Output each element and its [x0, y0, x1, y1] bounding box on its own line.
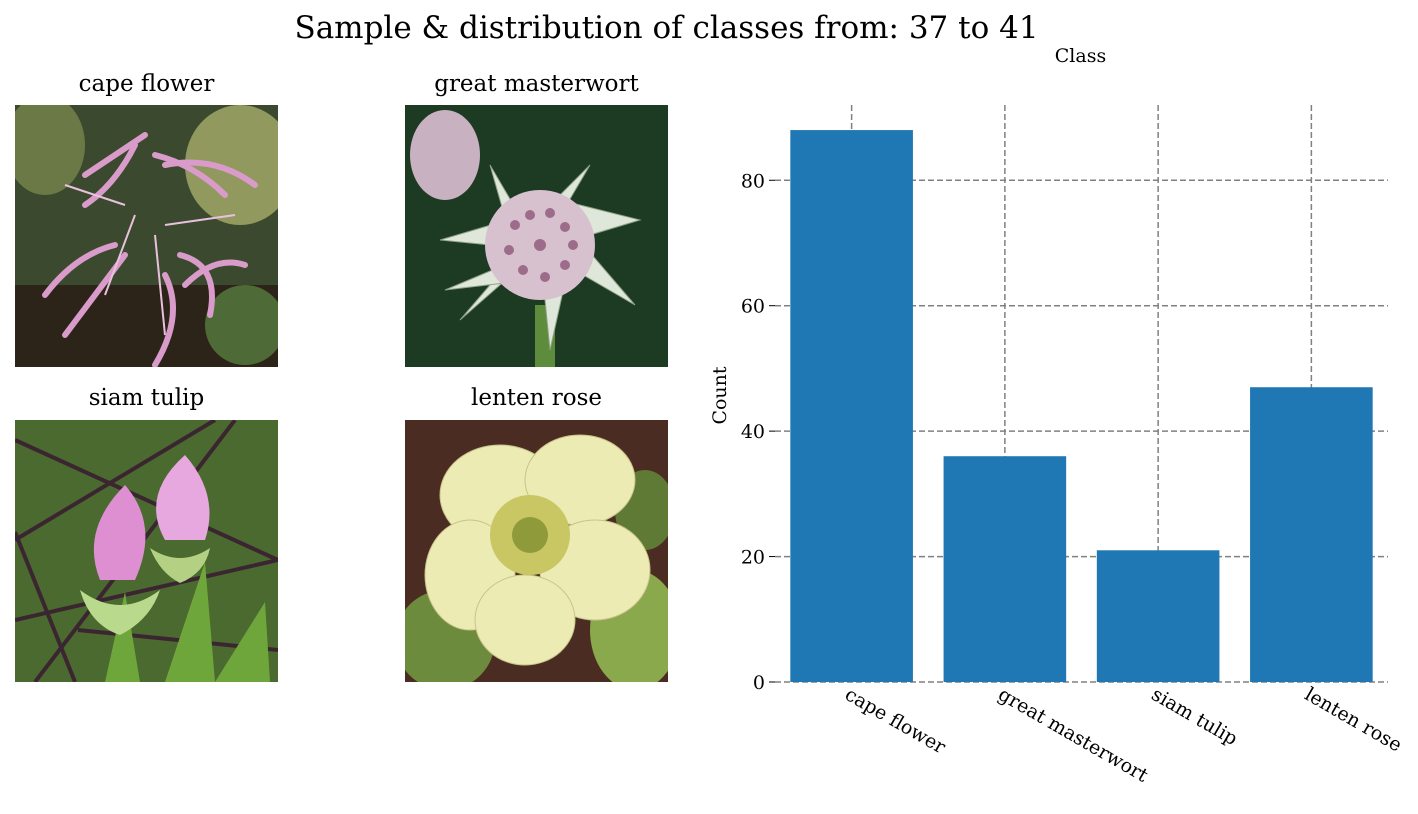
y-tick-label: 60 [741, 296, 765, 318]
y-tick-label: 40 [741, 421, 765, 443]
sample-title-lenten-rose: lenten rose [470, 385, 602, 411]
y-axis-label: Count [709, 366, 731, 424]
sample-image-lenten-rose [405, 420, 668, 682]
chart-title: Class [1055, 45, 1106, 67]
y-tick-label: 0 [753, 672, 765, 694]
bar-lenten-rose [1250, 387, 1373, 682]
x-tick-label: great masterwort [994, 683, 1152, 787]
bar-cape-flower [790, 130, 913, 682]
sample-title-great-masterwort: great masterwort [434, 71, 639, 97]
sample-title-siam-tulip: siam tulip [88, 385, 205, 411]
sample-title-cape-flower: cape flower [78, 71, 215, 97]
y-tick-label: 20 [741, 547, 765, 569]
bar-siam-tulip [1096, 550, 1220, 682]
x-tick-label: cape flower [841, 683, 950, 759]
sample-image-great-masterwort [405, 105, 668, 367]
sample-image-siam-tulip [15, 420, 278, 682]
bar-great-masterwort [943, 456, 1067, 682]
x-tick-label: lenten rose [1301, 683, 1406, 756]
y-tick-label: 80 [741, 170, 765, 192]
sample-image-cape-flower [15, 105, 278, 367]
x-tick-label: siam tulip [1148, 683, 1242, 750]
figure-title: Sample & distribution of classes from: 3… [294, 10, 1039, 46]
